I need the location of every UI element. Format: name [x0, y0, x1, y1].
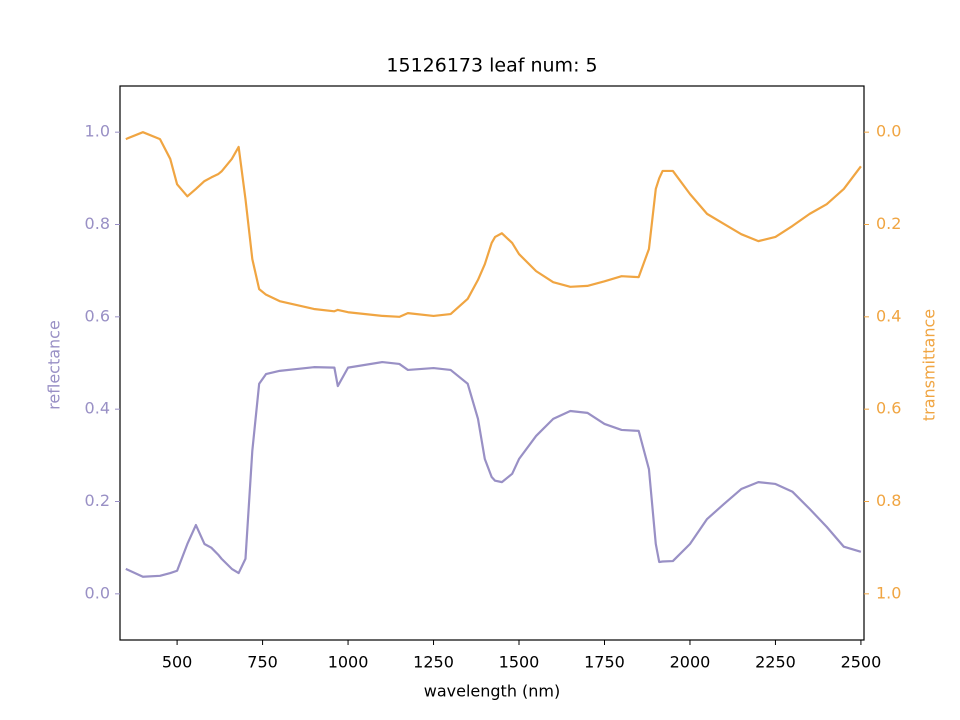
y2-tick-label: 0.6	[876, 399, 901, 418]
data-line	[125, 360, 862, 578]
x-tick-label: 500	[162, 653, 193, 672]
y2-axis-label: transmittance	[920, 309, 939, 421]
y2-tick-label: 0.0	[876, 122, 901, 141]
x-tick-label: 2500	[841, 653, 882, 672]
x-tick-label: 2000	[670, 653, 711, 672]
x-tick-label: 1750	[584, 653, 625, 672]
y-axis-label: reflectance	[45, 320, 64, 410]
y2-tick-label: 0.8	[876, 491, 901, 510]
chart-title: 15126173 leaf num: 5	[386, 55, 597, 77]
x-axis-label: wavelength (nm)	[424, 682, 561, 701]
y-tick-label: 0.2	[85, 491, 110, 510]
x-tick-label: 2250	[755, 653, 796, 672]
x-tick-label: 750	[247, 653, 278, 672]
data-line	[125, 131, 862, 318]
y-tick-label: 0.8	[85, 214, 110, 233]
x-tick-label: 1250	[413, 653, 454, 672]
x-tick-label: 1500	[499, 653, 540, 672]
y-tick-label: 1.0	[85, 122, 110, 141]
y-tick-label: 0.4	[85, 399, 110, 418]
plot-frame	[119, 85, 865, 641]
y-tick-label: 0.0	[85, 583, 110, 602]
y-tick-label: 0.6	[85, 306, 110, 325]
x-tick-label: 1000	[328, 653, 369, 672]
y2-tick-label: 1.0	[876, 583, 901, 602]
y2-tick-label: 0.4	[876, 306, 901, 325]
y2-tick-label: 0.2	[876, 214, 901, 233]
